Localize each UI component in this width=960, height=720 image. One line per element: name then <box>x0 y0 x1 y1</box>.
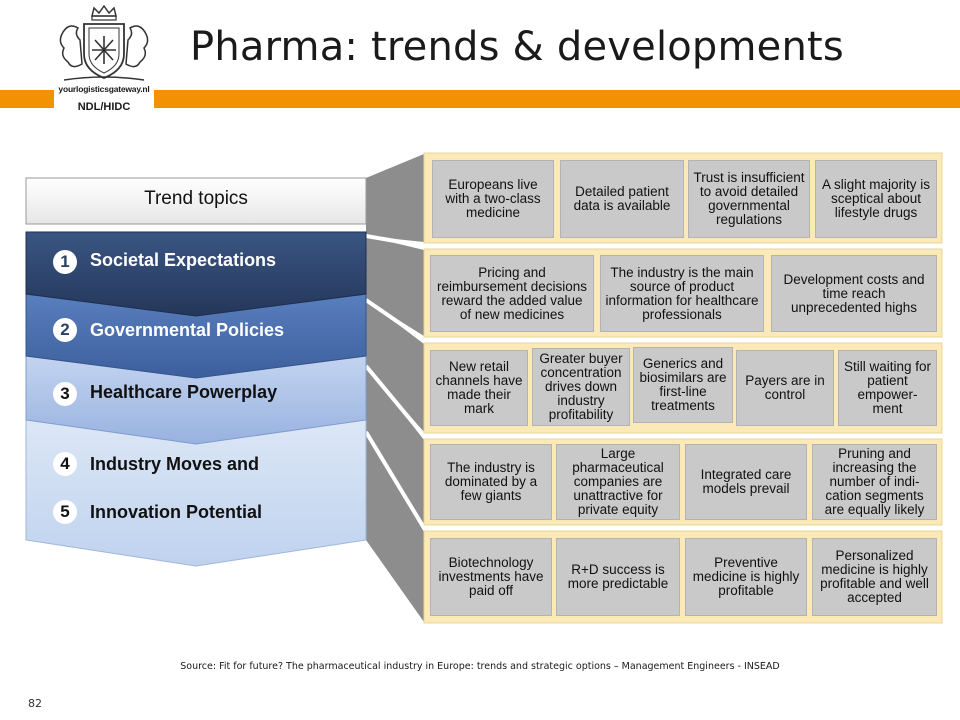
trend-card: Preventive medicine is highly profitable <box>685 538 807 616</box>
trend-card: A slight majority is sceptical about lif… <box>815 160 937 238</box>
trend-card: Personalized medicine is highly profitab… <box>812 538 937 616</box>
source-citation: Source: Fit for future? The pharmaceutic… <box>180 661 780 672</box>
page-title: Pharma: trends & developments <box>190 24 844 70</box>
logo[interactable]: yourlogisticsgateway.nl NDL/HIDC <box>54 4 154 116</box>
trend-card: The industry is dominated by a few giant… <box>430 444 552 520</box>
trend-card: Generics and biosimilars are first-line … <box>633 347 733 423</box>
topic-number-4: 4 <box>53 452 77 476</box>
trend-card: Detailed patient data is available <box>560 160 684 238</box>
trend-card: New retail channels have made their mark <box>430 350 528 426</box>
trend-card: Integrated care models prevail <box>685 444 807 520</box>
logo-tag: NDL/HIDC <box>54 98 154 116</box>
trend-card: Trust is insufficient to avoid detailed … <box>688 160 810 238</box>
trend-card: R+D success is more predictable <box>556 538 680 616</box>
trend-topics-header-label: Trend topics <box>144 188 248 209</box>
connector-band-4 <box>366 366 424 524</box>
topic-number-2: 2 <box>53 318 77 342</box>
topic-chevron-1 <box>25 231 367 317</box>
trend-card: Pruning and increasing the number of ind… <box>812 444 937 520</box>
connector-band-3 <box>366 300 424 432</box>
trend-card: Pricing and reimbursement decisions rewa… <box>430 255 594 332</box>
trend-card: Large pharmaceutical companies are unatt… <box>556 444 680 520</box>
connector-band-1 <box>366 154 424 242</box>
trend-card: Payers are in control <box>736 350 834 426</box>
connector-band-5 <box>366 432 424 622</box>
topic-label-5: Innovation Potential <box>90 502 263 522</box>
trend-topics-header <box>25 177 367 225</box>
header-orange-bar <box>0 90 960 108</box>
trend-card: Still waiting for patient empower-ment <box>838 350 937 426</box>
connector-band-2 <box>366 236 424 336</box>
logo-url-text: yourlogisticsgateway.nl <box>58 84 150 94</box>
topic-number-5: 5 <box>53 500 77 524</box>
topic-label-2: Governmental Policies <box>90 320 285 340</box>
topic-number-1: 1 <box>53 250 77 274</box>
topic-number-3: 3 <box>53 382 77 406</box>
trend-card: Greater buyer concentration drives down … <box>532 348 630 426</box>
topic-label-1: Societal Expectations <box>90 250 277 270</box>
topic-label-3: Healthcare Powerplay <box>90 382 278 402</box>
topic-label-4: Industry Moves and <box>90 454 260 474</box>
trend-card: The industry is the main source of produ… <box>600 255 764 332</box>
trend-card: Europeans live with a two-class medicine <box>432 160 554 238</box>
page-number: 82 <box>28 697 42 710</box>
trend-card: Development costs and time reach unprece… <box>771 255 937 332</box>
crest-icon <box>54 4 154 88</box>
trend-card: Biotechnology investments have paid off <box>430 538 552 616</box>
